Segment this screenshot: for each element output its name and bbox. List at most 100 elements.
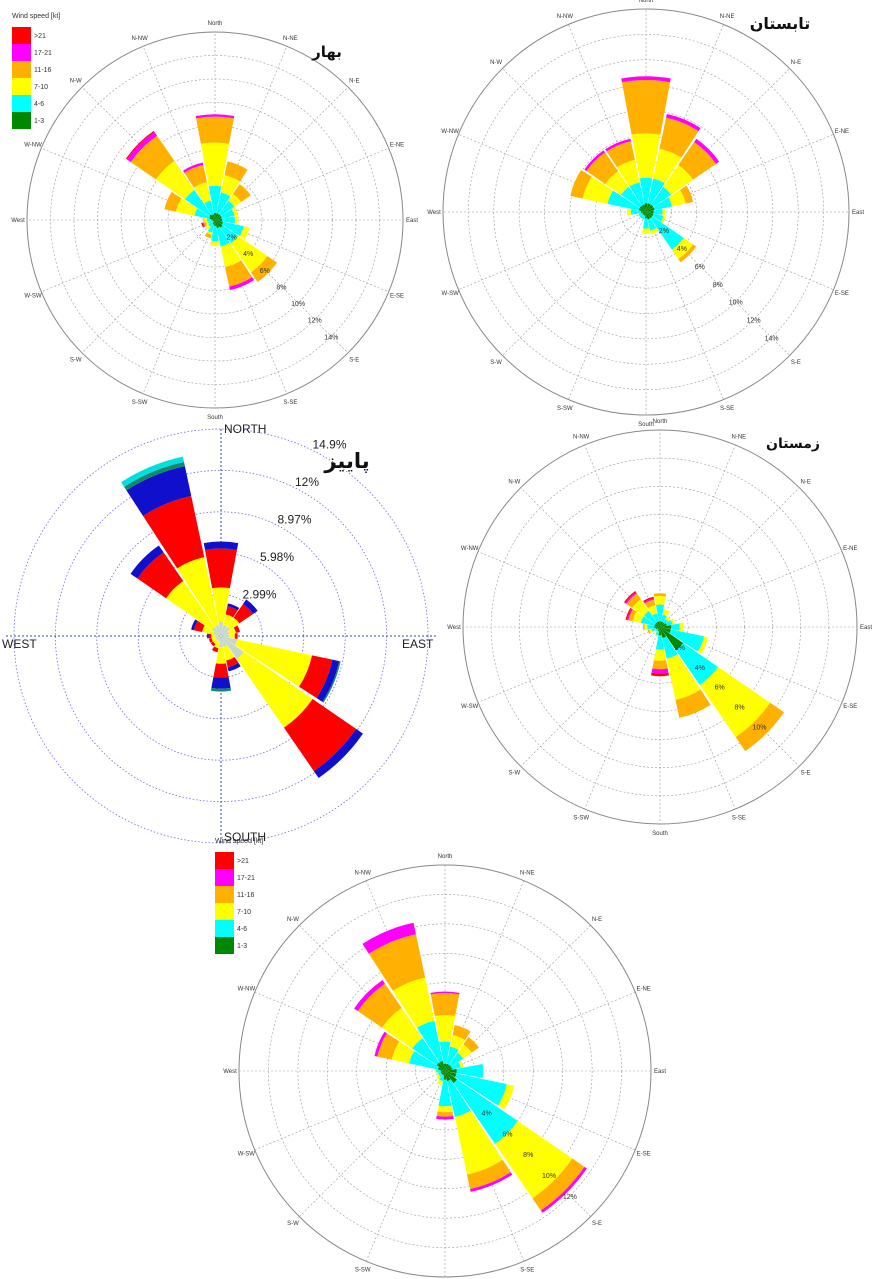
bar-S-E-1-3 <box>646 212 653 219</box>
bar-S-E-4-6 <box>675 642 718 685</box>
bar-S-SE-yellow <box>223 645 235 661</box>
direction-label: N-W <box>490 60 502 66</box>
ring-label: 6% <box>695 264 705 271</box>
direction-label: South <box>207 415 223 421</box>
direction-label: S-SE <box>283 400 297 406</box>
bar-West-11-16 <box>203 217 205 223</box>
bar-N-W-17-21 <box>126 131 158 163</box>
bar-N-E-7-10 <box>663 164 694 195</box>
bar-N-W-4-6 <box>412 1038 440 1066</box>
grid-spoke <box>214 86 349 221</box>
bar-N-E-11-16 <box>232 184 251 203</box>
bar-W-NW-11-16 <box>570 169 592 199</box>
grid-spoke <box>444 991 636 1072</box>
bar-E-NE-4-6 <box>665 620 673 626</box>
bar-W-NW-1-3 <box>654 623 660 627</box>
legend-swatch <box>215 920 234 937</box>
bar-South-17-21 <box>436 1115 454 1120</box>
bar-N-NE-1-3 <box>660 621 664 627</box>
bar-S-SE-1-3 <box>646 212 651 220</box>
bar-N-NW-1-3 <box>641 204 646 212</box>
bar-N-E-7-10 <box>457 1044 472 1059</box>
bar-NORTH-yellow <box>212 587 230 623</box>
bar-West-1-3 <box>440 1070 445 1072</box>
bar-South-4-6 <box>655 635 665 650</box>
direction-label: North <box>639 0 654 4</box>
bar-North-17-21 <box>621 76 671 83</box>
bar-E-NE-red <box>233 625 241 633</box>
bar-E-NE-7-10 <box>231 207 238 216</box>
bar-East-1-3 <box>646 210 654 214</box>
bar-W-NW-11-16 <box>377 1033 400 1060</box>
bar-W-NW-11-16 <box>164 191 182 212</box>
bar-N-NW-1-3 <box>211 214 215 220</box>
bar-S-SW-calm <box>217 636 221 642</box>
bar-West-7-10 <box>626 208 632 216</box>
bar-S-SE-17-21 <box>470 1172 513 1192</box>
direction-label: N-E <box>592 917 602 923</box>
direction-label: W-NW <box>461 546 479 552</box>
bar-N-NE-7-10 <box>653 148 682 184</box>
direction-label: S-SW <box>573 815 589 821</box>
direction-label: S-W <box>287 1221 299 1227</box>
bar-N-NW-4-6 <box>204 200 214 216</box>
season-title: بهار <box>311 43 342 61</box>
direction-label: N-NE <box>520 870 535 876</box>
ring-label: 12% <box>563 1194 577 1201</box>
bar-W-NW-4-6 <box>640 616 656 626</box>
direction-label: North <box>438 854 453 860</box>
legend-swatch <box>12 112 31 129</box>
bar-S-E-calm <box>221 636 244 659</box>
ring-label: 14% <box>324 334 338 341</box>
direction-label-north: NORTH <box>224 422 266 436</box>
bar-SOUTH-teal <box>210 687 232 692</box>
bar-NORTH-red <box>205 548 237 589</box>
direction-label: E-NE <box>835 129 849 135</box>
ring-label: 2% <box>659 228 669 235</box>
bar-N-NE-1-3 <box>445 1063 450 1071</box>
bar-South-7-10 <box>642 228 650 234</box>
direction-label: S-E <box>801 771 811 777</box>
bar-S-SW-7-10 <box>436 1079 443 1086</box>
bar-N-NW-17-21 <box>362 922 416 954</box>
bar-W-NW-1-3 <box>437 1066 445 1071</box>
bar-S-E-blue <box>313 728 363 778</box>
bar-North-17-21 <box>430 991 460 995</box>
bar-S-E-7-10 <box>699 666 771 738</box>
bar-N-E-1-3 <box>215 214 221 220</box>
bar-N-E-7-10 <box>665 616 671 622</box>
legend-label: 1-3 <box>237 943 247 950</box>
bar-W-NW-calm <box>212 631 221 636</box>
bar-N-NE-red <box>225 606 238 618</box>
legend-label: >21 <box>34 33 46 40</box>
bar-W-SW-4-6 <box>651 627 657 632</box>
bar-W-NW-7-10 <box>175 198 198 216</box>
direction-label: South <box>652 831 668 837</box>
legend-label: 7-10 <box>237 909 251 916</box>
bar-East-7-10 <box>679 622 684 632</box>
bar-N-NE-11-16 <box>659 117 699 158</box>
bar-S-SW-7-10 <box>654 634 659 637</box>
grid-spoke <box>659 487 800 628</box>
bar-North-17-21 <box>195 114 235 119</box>
grid-spoke <box>214 219 349 354</box>
wind-rose-1: North N-NE N-E E-NE East E-SE S-E S-SE South S-SW… <box>11 21 418 421</box>
bar-S-SE-blue <box>227 662 241 672</box>
bar-W-NW-red <box>193 620 205 632</box>
bar-E-SE-1-3 <box>646 212 654 217</box>
bar-W-NW-4-6 <box>194 208 211 219</box>
legend-title: Wind speed [kt] <box>12 13 60 20</box>
bar-N-E-4-6 <box>663 618 669 624</box>
bar-WEST-red <box>208 633 212 639</box>
bar-N-E-7-10 <box>228 193 242 207</box>
bar-S-SE-1-3 <box>445 1071 451 1082</box>
grid-spoke <box>214 219 288 394</box>
bar-S-SE-red <box>226 656 239 668</box>
bar-S-SW-1-3 <box>657 627 660 632</box>
bar-SOUTH-blue <box>211 676 231 689</box>
grid-ring <box>144 149 286 291</box>
bar-E-SE-red <box>299 655 333 699</box>
bar-North-1-3 <box>644 203 648 212</box>
bar-N-W->21 <box>125 130 155 160</box>
bar-North-4-6 <box>655 604 665 622</box>
